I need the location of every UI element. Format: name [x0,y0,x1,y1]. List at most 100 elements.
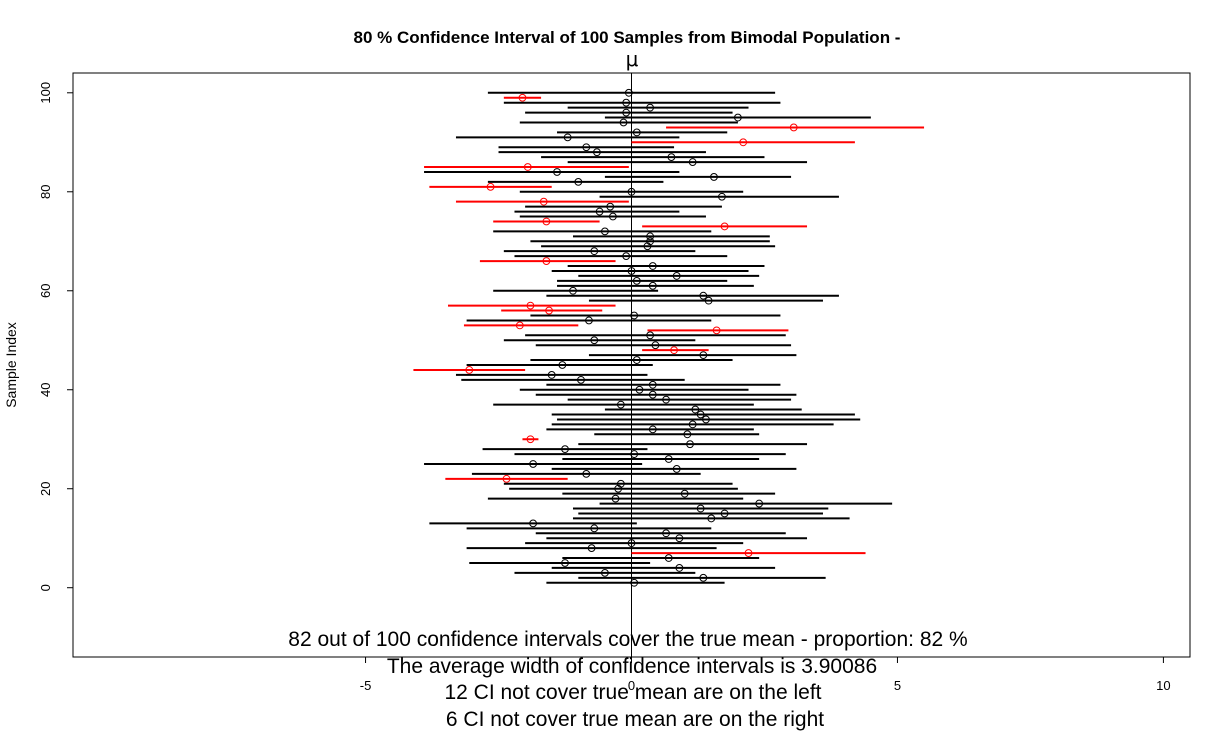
interval-marks [413,88,925,587]
sample-mean-point [699,573,708,582]
sample-mean-point [704,296,713,305]
sample-mean-point [526,301,535,310]
sample-mean-point [675,534,684,543]
sample-mean-point [699,351,708,360]
sample-mean-point [518,93,527,102]
sample-mean-point [606,202,615,211]
sample-mean-point [608,212,617,221]
sample-mean-point [696,410,705,419]
sample-mean-point [542,257,551,265]
sample-mean-point [529,460,537,468]
sample-mean-point [670,346,678,355]
sample-mean-point [601,568,609,577]
sample-mean-point [523,163,532,171]
sample-mean-point [624,88,633,97]
sample-mean-point [539,197,548,206]
sample-mean-point [590,524,599,533]
sample-mean-point [577,375,585,384]
sample-mean-point [667,153,676,162]
sample-mean-point [502,474,511,483]
sample-mean-point [561,559,569,567]
annotation-left-misses: 12 CI not cover true mean are on the lef… [444,681,821,704]
sample-mean-point [646,237,655,246]
sample-mean-point [582,143,591,152]
sample-mean-point [702,415,710,424]
sample-mean-point [619,118,628,127]
sample-mean-point [627,187,636,196]
sample-mean-point [744,549,753,557]
sample-mean-point [630,578,639,587]
sample-mean-point [465,366,474,374]
sample-mean-point [720,222,729,231]
sample-mean-point [662,529,670,538]
sample-mean-point [646,103,655,112]
y-axis: 0 20 40 60 80 100 [38,82,73,591]
sample-mean-point [529,519,537,528]
sample-mean-point [646,331,655,340]
x-axis: -5 0 5 10 [360,657,1171,693]
sample-mean-point [616,479,625,488]
chart-title: 80 % Confidence Interval of 100 Samples … [354,28,901,47]
sample-mean-point [733,113,742,122]
sample-mean-point [699,291,708,300]
x-tick-label: 5 [894,678,901,693]
sample-mean-point [542,217,551,226]
sample-mean-point [664,554,673,562]
annotation-coverage: 82 out of 100 confidence intervals cover… [288,628,967,651]
sample-mean-point [688,158,697,166]
sample-mean-point [789,123,798,132]
sample-mean-point [662,395,670,404]
sample-mean-point [611,494,620,503]
sample-mean-point [627,539,636,548]
sample-mean-point [720,509,729,518]
sample-mean-point [648,425,657,434]
sample-mean-point [710,173,718,181]
sample-mean-point [664,455,673,463]
sample-mean-point [569,286,577,295]
sample-mean-point [630,450,639,458]
sample-mean-point [593,148,601,157]
y-tick-label: 40 [38,383,53,397]
sample-mean-point [587,544,596,553]
sample-mean-point [601,227,609,236]
y-axis-label: Sample Index [3,322,19,408]
sample-mean-point [545,306,553,315]
sample-mean-point [675,564,684,572]
sample-mean-point [672,272,681,280]
sample-mean-point [622,252,631,261]
sample-mean-point [696,504,705,513]
sample-mean-point [616,400,625,409]
sample-mean-point [595,207,604,216]
sample-mean-point [691,405,700,414]
sample-mean-point [627,267,636,275]
sample-mean-point [688,420,697,429]
annotation-right-misses: 6 CI not cover true mean are on the righ… [446,708,824,731]
sample-mean-point [486,182,495,191]
sample-mean-point [686,440,694,449]
sample-mean-point [755,499,764,508]
sample-mean-point [561,445,569,454]
sample-mean-point [547,370,556,379]
x-tick-label: 10 [1156,678,1170,693]
x-tick-label: 0 [628,678,635,693]
true-mean-label: μ [626,47,639,71]
sample-mean-point [582,469,591,478]
sample-mean-point [648,262,657,270]
sample-mean-point [574,177,583,186]
sample-mean-point [718,192,726,201]
sample-mean-point [635,385,644,394]
sample-mean-point [632,276,641,285]
sample-mean-point [648,380,657,389]
y-tick-label: 100 [38,82,53,104]
sample-mean-point [553,168,561,176]
y-tick-label: 60 [38,284,53,298]
y-tick-label: 20 [38,481,53,495]
sample-mean-point [590,247,599,256]
annotation-block: 82 out of 100 confidence intervals cover… [288,628,967,731]
sample-mean-point [526,435,535,444]
sample-mean-point [515,321,524,330]
sample-mean-point [622,98,631,107]
annotation-average-width: The average width of confidence interval… [387,655,877,678]
sample-mean-point [632,128,641,137]
